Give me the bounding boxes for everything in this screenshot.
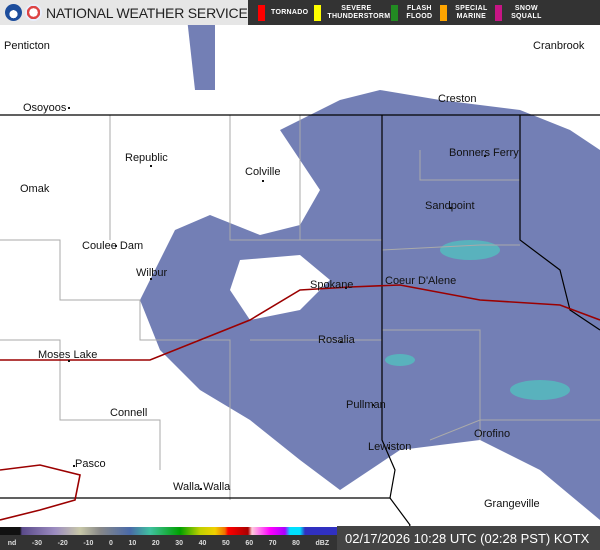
city-label: Rosalia (318, 334, 355, 346)
squall-swatch (495, 4, 503, 21)
state-borders (0, 114, 600, 550)
dbz-tick-label: dBZ (315, 539, 330, 547)
dbz-tick-label: 0 (109, 539, 113, 547)
header-brand: NATIONAL WEATHER SERVICE (0, 0, 248, 25)
warnings-legend: TORNADO SEVERE THUNDERSTORM FLASH FLOOD … (248, 0, 600, 25)
warning-label: FLASH FLOOD (406, 4, 433, 20)
warning-flash-flood: FLASH FLOOD (391, 4, 434, 21)
city-label: Spokane (310, 279, 354, 291)
dbz-tick-label: 10 (128, 539, 137, 547)
dbz-tick-label: 30 (175, 539, 184, 547)
warning-label: TORNADO (271, 8, 309, 16)
warning-tornado: TORNADO (258, 4, 309, 21)
dbz-tick-label: nd (7, 539, 17, 547)
dbz-tick-label: 70 (268, 539, 277, 547)
dbz-tick-label: 20 (151, 539, 160, 547)
city-marker (484, 155, 486, 157)
city-label: Creston (438, 93, 477, 105)
city-marker (450, 207, 452, 209)
city-label: Colville (245, 166, 281, 178)
timestamp: 02/17/2026 10:28 UTC (02:28 PST) KOTX (337, 526, 600, 550)
city-marker (340, 341, 342, 343)
city-label: Pasco (75, 458, 106, 470)
city-label: Pullman (346, 399, 386, 411)
city-label: Moses Lake (38, 349, 98, 361)
dbz-tick-label: -20 (57, 539, 68, 547)
dbz-color-scale (0, 527, 337, 535)
city-marker (73, 465, 75, 467)
dbz-tick-label: -30 (31, 539, 43, 547)
dbz-tick-label: -10 (83, 539, 94, 547)
noaa-logo-icon (5, 4, 22, 21)
city-marker (115, 245, 117, 247)
header-title: NATIONAL WEATHER SERVICE (46, 4, 248, 21)
flood-swatch (391, 4, 399, 21)
city-label: Coulee Dam (82, 240, 144, 252)
city-marker (68, 107, 70, 109)
dbz-tick-label: 50 (222, 539, 230, 547)
city-label: Sandpoint (425, 200, 475, 212)
warning-label: SPECIAL MARINE (455, 4, 488, 20)
marine-swatch (440, 4, 448, 21)
highways (0, 284, 600, 521)
city-label: Cranbrook (533, 40, 585, 52)
city-label: Omak (20, 183, 50, 195)
city-marker (388, 447, 390, 449)
city-marker (150, 278, 152, 280)
county-lines (0, 115, 600, 500)
warning-severe-thunderstorm: SEVERE THUNDERSTORM (314, 4, 391, 21)
city-marker (200, 488, 202, 490)
city-label: Grangeville (484, 498, 540, 510)
warning-label: SNOW SQUALL (511, 4, 542, 20)
city-label: Osoyoos (23, 102, 67, 114)
warning-special-marine: SPECIAL MARINE (440, 4, 489, 21)
city-marker (68, 360, 70, 362)
city-label: Orofino (474, 428, 511, 440)
city-label: Republic (125, 152, 168, 164)
dbz-tick-label: 40 (198, 539, 207, 547)
city-label: Penticton (4, 40, 50, 52)
city-label: Connell (110, 407, 148, 419)
city-label: Coeur D'Alene (385, 275, 457, 287)
city-label: Bonners Ferry (449, 147, 519, 159)
city-label: Wilbur (136, 267, 168, 279)
city-marker (345, 287, 347, 289)
nws-logo-icon (25, 4, 42, 21)
severe-swatch (314, 4, 322, 21)
city-marker (150, 165, 152, 167)
warning-label: SEVERE THUNDERSTORM (327, 4, 391, 20)
tornado-swatch (258, 4, 265, 21)
dbz-tick-label: 80 (292, 539, 300, 547)
city-marker (262, 180, 264, 182)
warning-snow-squall: SNOW SQUALL (495, 4, 544, 21)
dbz-tick-label: 60 (245, 539, 254, 547)
city-label: Walla Walla (173, 481, 231, 493)
city-marker (372, 404, 374, 406)
